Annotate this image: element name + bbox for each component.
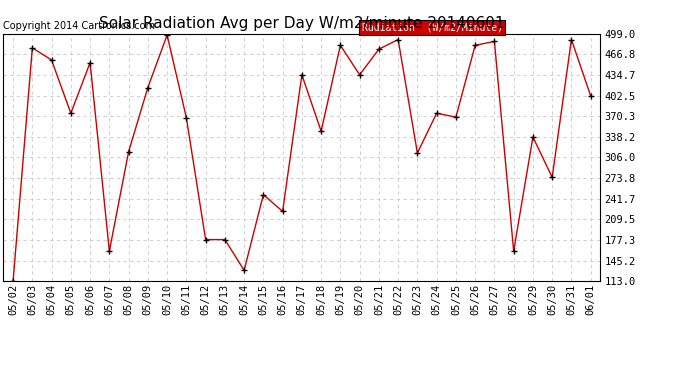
Text: Copyright 2014 Cartronics.com: Copyright 2014 Cartronics.com <box>3 21 155 31</box>
Text: Radiation  (W/m2/Minute): Radiation (W/m2/Minute) <box>362 22 502 33</box>
Title: Solar Radiation Avg per Day W/m2/minute 20140601: Solar Radiation Avg per Day W/m2/minute … <box>99 16 504 31</box>
